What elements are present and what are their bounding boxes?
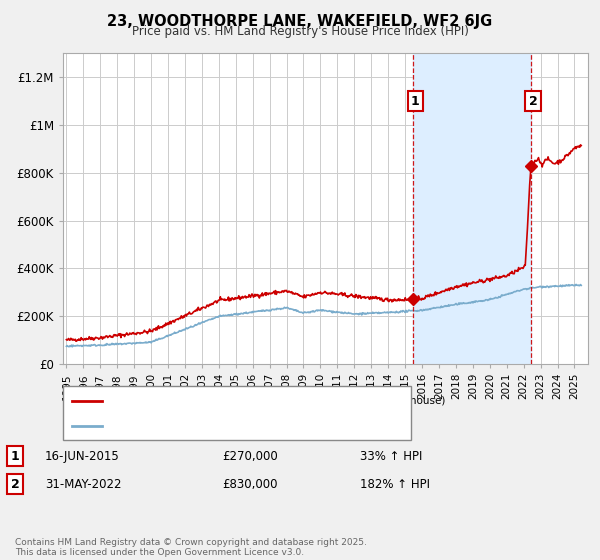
Text: 182% ↑ HPI: 182% ↑ HPI xyxy=(360,478,430,491)
Text: 31-MAY-2022: 31-MAY-2022 xyxy=(45,478,121,491)
Text: Contains HM Land Registry data © Crown copyright and database right 2025.
This d: Contains HM Land Registry data © Crown c… xyxy=(15,538,367,557)
Text: 33% ↑ HPI: 33% ↑ HPI xyxy=(360,450,422,463)
Text: 1: 1 xyxy=(11,450,19,463)
Text: £830,000: £830,000 xyxy=(222,478,277,491)
Bar xyxy=(413,53,531,364)
Text: Price paid vs. HM Land Registry's House Price Index (HPI): Price paid vs. HM Land Registry's House … xyxy=(131,25,469,38)
Text: 2: 2 xyxy=(11,478,19,491)
Text: 23, WOODTHORPE LANE, WAKEFIELD, WF2 6JG: 23, WOODTHORPE LANE, WAKEFIELD, WF2 6JG xyxy=(107,14,493,29)
Text: £270,000: £270,000 xyxy=(222,450,278,463)
Text: 23, WOODTHORPE LANE, WAKEFIELD, WF2 6JG (detached house): 23, WOODTHORPE LANE, WAKEFIELD, WF2 6JG … xyxy=(107,396,445,407)
Text: 1: 1 xyxy=(411,95,420,108)
Text: 2: 2 xyxy=(529,95,538,108)
Text: HPI: Average price, detached house, Wakefield: HPI: Average price, detached house, Wake… xyxy=(107,421,350,431)
Text: 16-JUN-2015: 16-JUN-2015 xyxy=(45,450,120,463)
